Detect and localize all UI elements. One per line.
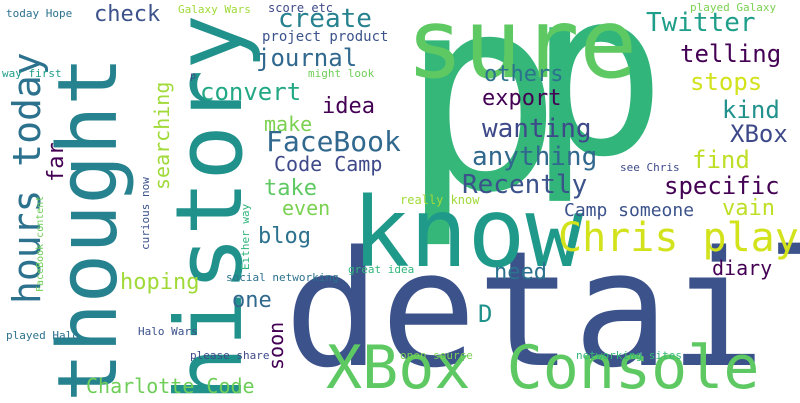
word-details: details <box>284 216 800 403</box>
word-see-chris: see Chris <box>620 161 680 174</box>
word-chris-played: Chris played <box>558 215 800 261</box>
word-soon: soon <box>264 321 288 370</box>
word-twitter: Twitter <box>646 8 756 38</box>
word-camp-someone: Camp someone <box>564 200 695 221</box>
word-blog: blog <box>258 224 311 249</box>
word-today-hope: today Hope <box>6 7 73 20</box>
word-xbox-console: XBox Console <box>326 333 760 403</box>
word-p-1: p <box>400 0 563 252</box>
word-check: check <box>94 2 161 27</box>
word-thought: thought <box>41 56 136 402</box>
word-kind: kind <box>722 96 780 124</box>
word-played-galaxy: played Galaxy <box>690 1 777 14</box>
word-networking-sites: Halo Wars <box>138 325 198 338</box>
word-great-idea: social networking <box>226 271 339 284</box>
word-vain: vain <box>722 196 775 221</box>
word-even: even <box>282 196 331 220</box>
word-curious-now: open source <box>400 349 473 362</box>
word-code-camp: Code Camp <box>274 152 383 176</box>
word-others: others <box>484 62 564 87</box>
word-idea: idea <box>322 94 375 119</box>
word-need: need <box>494 260 547 285</box>
word-specific: specific <box>664 172 780 200</box>
word-score-etc: score etc <box>268 1 334 15</box>
word-sure: sure <box>406 0 638 100</box>
word-galaxy-wars: Galaxy Wars <box>178 3 251 16</box>
word-wanting: wanting <box>482 114 592 144</box>
word-diary: diary <box>712 256 773 280</box>
word-make: make <box>264 112 313 136</box>
word-journal: journal <box>256 44 358 72</box>
word-export: export <box>482 86 562 111</box>
word-far: far <box>44 142 69 182</box>
word-take: take <box>264 176 317 201</box>
word-one: one <box>232 288 272 313</box>
word-charlotte-code: Charlotte Code <box>86 374 255 398</box>
word-social-networking: Either way <box>239 203 252 270</box>
word-hoping: hoping <box>120 270 200 295</box>
word-played-halo: great idea <box>348 263 415 276</box>
word-facebook: FaceBook <box>266 125 401 158</box>
word-anything: anything <box>472 142 598 172</box>
word-project-product: project product <box>262 29 389 45</box>
word-open-source: played Halo <box>6 329 79 342</box>
word-halo-wars: curious now <box>139 177 152 250</box>
word-p-2: p <box>528 0 667 208</box>
word-really-know: really know <box>400 193 480 207</box>
word-searching: searching <box>150 81 174 190</box>
word-stops: stops <box>690 68 763 96</box>
word-telling: telling <box>680 40 782 68</box>
word-facebook-content: networking sites <box>576 349 682 362</box>
word-might-look: might look <box>308 67 375 80</box>
word-p-small: p <box>190 71 197 82</box>
word-create: create <box>278 4 372 34</box>
word-please-share: FaceBook content <box>35 195 46 292</box>
word-recently: Recently <box>462 170 588 200</box>
word-know: know <box>352 177 584 289</box>
word-d: D <box>478 300 493 328</box>
word-xbox: XBox <box>730 120 788 148</box>
word-either-way: please share <box>190 349 270 362</box>
word-find: find <box>692 146 750 174</box>
word-way-first: way first <box>2 67 62 80</box>
word-convert: convert <box>200 78 302 106</box>
